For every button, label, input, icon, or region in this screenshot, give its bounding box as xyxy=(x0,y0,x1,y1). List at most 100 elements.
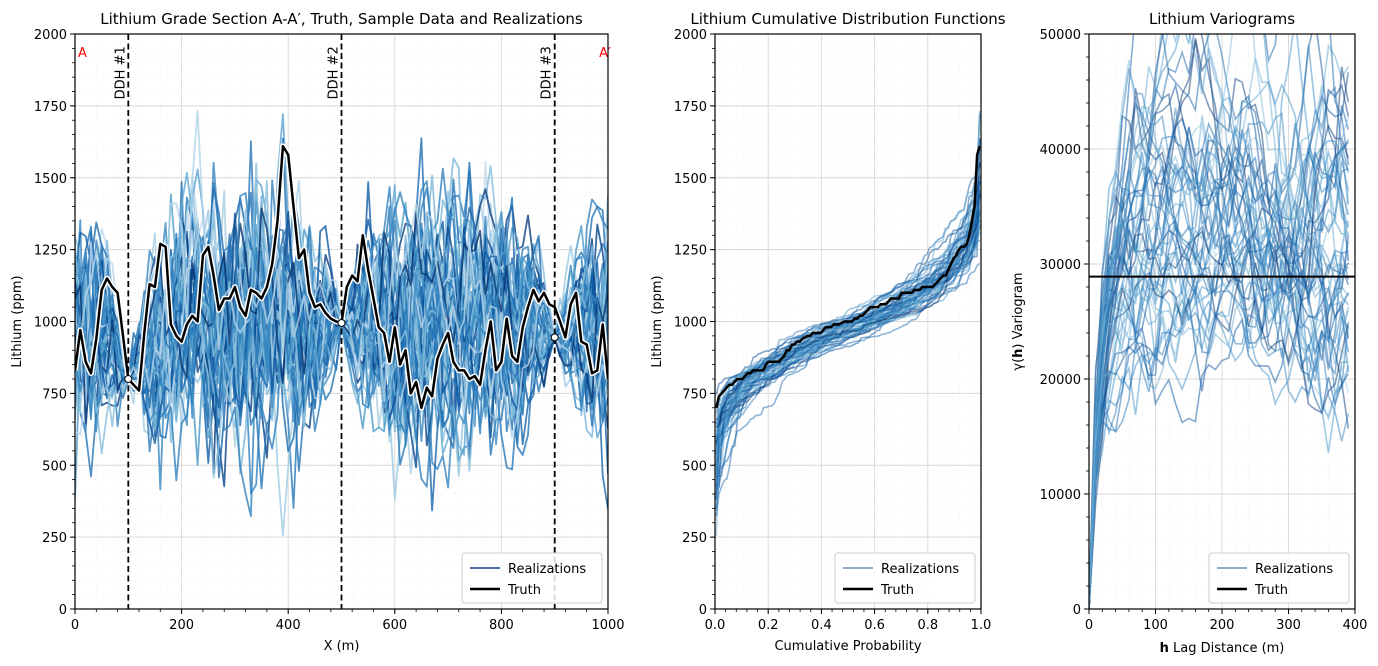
legend-truth-label: Truth xyxy=(880,583,914,598)
y-tick-label: 750 xyxy=(42,387,67,402)
y-axis-label-post: ) Variogram xyxy=(1011,272,1026,348)
legend-realizations-label: Realizations xyxy=(881,562,959,577)
x-tick-label: 0 xyxy=(71,618,79,633)
x-tick-label: 400 xyxy=(1343,618,1368,633)
x-tick-label: 600 xyxy=(382,618,407,633)
legend-frame xyxy=(834,552,976,604)
variogram-realization-line xyxy=(1089,269,1350,609)
x-tick-label: 800 xyxy=(489,618,514,633)
cdf-realization-line xyxy=(715,110,981,438)
cdf-lines xyxy=(715,110,981,536)
chart-title: Lithium Cumulative Distribution Function… xyxy=(690,10,1005,28)
legend-realizations-label: Realizations xyxy=(1255,562,1333,577)
cdf-realization-line xyxy=(715,210,981,500)
variogram-realization-line xyxy=(1089,228,1350,609)
legend-frame xyxy=(461,552,603,604)
variogram-lines xyxy=(1089,34,1350,609)
sample-data-point xyxy=(124,375,133,383)
variogram-realization-line xyxy=(1089,182,1350,609)
section-label-a: A xyxy=(78,46,87,61)
legend-frame xyxy=(1208,552,1350,604)
cdf-realization-line xyxy=(715,207,981,424)
x-tick-label: 0.4 xyxy=(811,618,832,633)
legend: Realizations Truth xyxy=(834,552,976,604)
cdf-realization-line xyxy=(716,172,981,456)
x-axis-label: X (m) xyxy=(324,639,360,654)
variogram-realization-line xyxy=(1089,34,1350,609)
y-tick-label: 1250 xyxy=(674,244,707,259)
variogram-realization-line xyxy=(1089,174,1349,609)
y-tick-label: 750 xyxy=(682,387,707,402)
cdf-chart: 0.0 0.2 0.4 0.6 0.8 1.0 0 250 500 750 1000 1250 1500… xyxy=(650,10,1006,654)
legend: Realizations Truth xyxy=(1208,552,1350,604)
drillhole-label: DDH #3 xyxy=(540,46,555,99)
y-tick-label: 1000 xyxy=(34,316,67,331)
y-tick-label: 1500 xyxy=(674,172,707,187)
y-tick-label: 250 xyxy=(682,531,707,546)
y-tick-label: 0 xyxy=(1073,603,1081,618)
variogram-realization-line xyxy=(1089,317,1349,609)
y-tick-label: 30000 xyxy=(1040,258,1081,273)
variogram-realization-line xyxy=(1089,84,1349,609)
y-axis-label: γ(h) Variogram xyxy=(1011,272,1026,370)
sample-data-point xyxy=(337,318,346,327)
y-tick-label: 500 xyxy=(42,459,67,474)
x-tick-label: 400 xyxy=(276,618,301,633)
y-tick-label: 2000 xyxy=(34,28,67,43)
x-tick-label: 0 xyxy=(1085,618,1093,633)
y-tick-label: 1750 xyxy=(34,100,67,115)
sample-data-point xyxy=(550,333,559,342)
variogram-realization-line xyxy=(1089,223,1349,609)
drillhole-label: DDH #2 xyxy=(327,46,342,99)
section-label-a-prime: A′ xyxy=(599,46,611,61)
variogram-realization-line xyxy=(1089,236,1350,609)
x-tick-label: 300 xyxy=(1276,618,1301,633)
x-tick-label: 200 xyxy=(169,618,194,633)
x-tick-label: 1.0 xyxy=(971,618,992,633)
y-tick-label: 40000 xyxy=(1040,143,1081,158)
x-tick-label: 0.6 xyxy=(864,618,885,633)
x-axis-label: Cumulative Probability xyxy=(774,639,921,654)
y-tick-label: 500 xyxy=(682,459,707,474)
cdf-realization-line xyxy=(715,197,981,511)
variogram-realization-line xyxy=(1089,100,1349,609)
legend: Realizations Truth xyxy=(461,552,603,604)
x-axis-label: h Lag Distance (m) xyxy=(1160,641,1285,656)
cdf-realization-line xyxy=(715,213,981,510)
x-tick-label: 0.0 xyxy=(705,618,726,633)
variogram-realization-line xyxy=(1089,34,1349,609)
y-tick-label: 2000 xyxy=(674,28,707,43)
y-tick-label: 1750 xyxy=(674,100,707,115)
x-axis-label-bold: h xyxy=(1160,641,1169,656)
y-tick-label: 1500 xyxy=(34,172,67,187)
variogram-realization-line xyxy=(1089,111,1350,609)
chart-title: Lithium Grade Section A-A′, Truth, Sampl… xyxy=(100,10,583,28)
drillhole-label: DDH #1 xyxy=(113,46,128,99)
variogram-realization-line xyxy=(1089,34,1350,609)
variogram-realization-line xyxy=(1089,94,1350,609)
y-tick-label: 0 xyxy=(699,603,707,618)
legend-truth-label: Truth xyxy=(1254,583,1288,598)
x-tick-label: 0.2 xyxy=(758,618,779,633)
x-axis-label-rest: Lag Distance (m) xyxy=(1169,641,1285,656)
cdf-realization-line xyxy=(715,262,981,517)
y-axis-label-pre: γ( xyxy=(1011,358,1026,371)
cdf-realization-line xyxy=(715,189,981,479)
legend-realizations-label: Realizations xyxy=(508,562,586,577)
variogram-chart: 0 100 200 300 400 0 10000 20000 30000 40000 50000 L… xyxy=(1011,10,1368,656)
y-tick-label: 1000 xyxy=(674,316,707,331)
y-tick-label: 0 xyxy=(59,603,67,618)
x-tick-label: 1000 xyxy=(591,618,624,633)
y-tick-label: 10000 xyxy=(1040,488,1081,503)
x-tick-label: 200 xyxy=(1210,618,1235,633)
x-tick-label: 0.8 xyxy=(917,618,938,633)
y-axis-label-bold: h xyxy=(1011,349,1026,358)
legend-truth-label: Truth xyxy=(507,583,541,598)
variogram-realization-line xyxy=(1089,121,1350,609)
y-tick-label: 50000 xyxy=(1040,28,1081,43)
y-tick-label: 250 xyxy=(42,531,67,546)
cdf-truth-line xyxy=(715,145,981,409)
y-tick-label: 20000 xyxy=(1040,373,1081,388)
cdf-realization-line xyxy=(715,212,981,472)
